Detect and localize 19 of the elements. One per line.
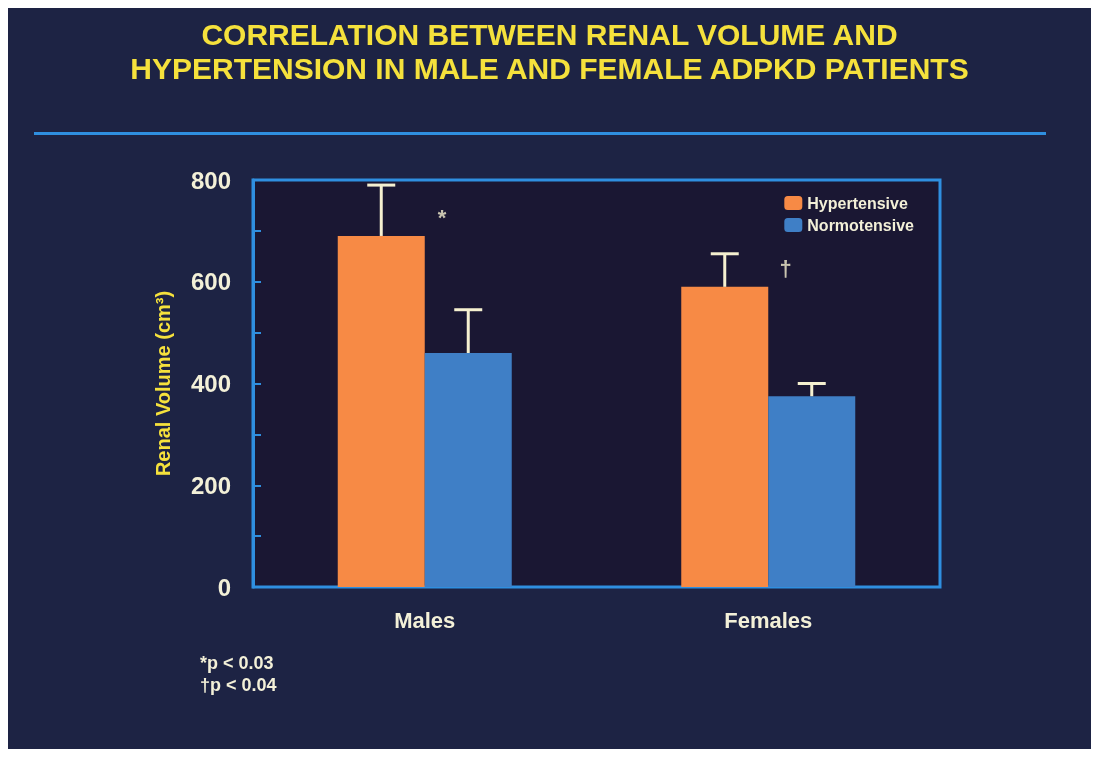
bar	[681, 286, 769, 587]
y-tick-label: 600	[190, 268, 231, 296]
text: †p < 0.04	[200, 674, 277, 696]
chart-title: CORRELATION BETWEEN RENAL VOLUME AND HYPERTENSION IN MALE AND FEMALE ADPKD PATIENTS	[129, 18, 970, 86]
annotation: †	[779, 256, 792, 282]
bar	[337, 235, 425, 587]
legend-label: Normotensive	[807, 216, 915, 234]
x-tick-label: Females	[724, 607, 813, 633]
bar	[424, 352, 512, 587]
annotation: *	[437, 205, 447, 231]
y-tick-label: 400	[190, 370, 231, 397]
y-tick-label: 0	[217, 573, 231, 601]
bar	[768, 396, 856, 587]
legend-label: Hypertensive	[807, 194, 908, 212]
text: *p < 0.03	[200, 652, 275, 674]
y-tick-label: 800	[190, 166, 231, 194]
x-tick-label: Males	[394, 607, 456, 633]
y-axis-title: Renal Volume (cm³)	[152, 290, 174, 477]
y-tick-label: 200	[190, 471, 231, 499]
